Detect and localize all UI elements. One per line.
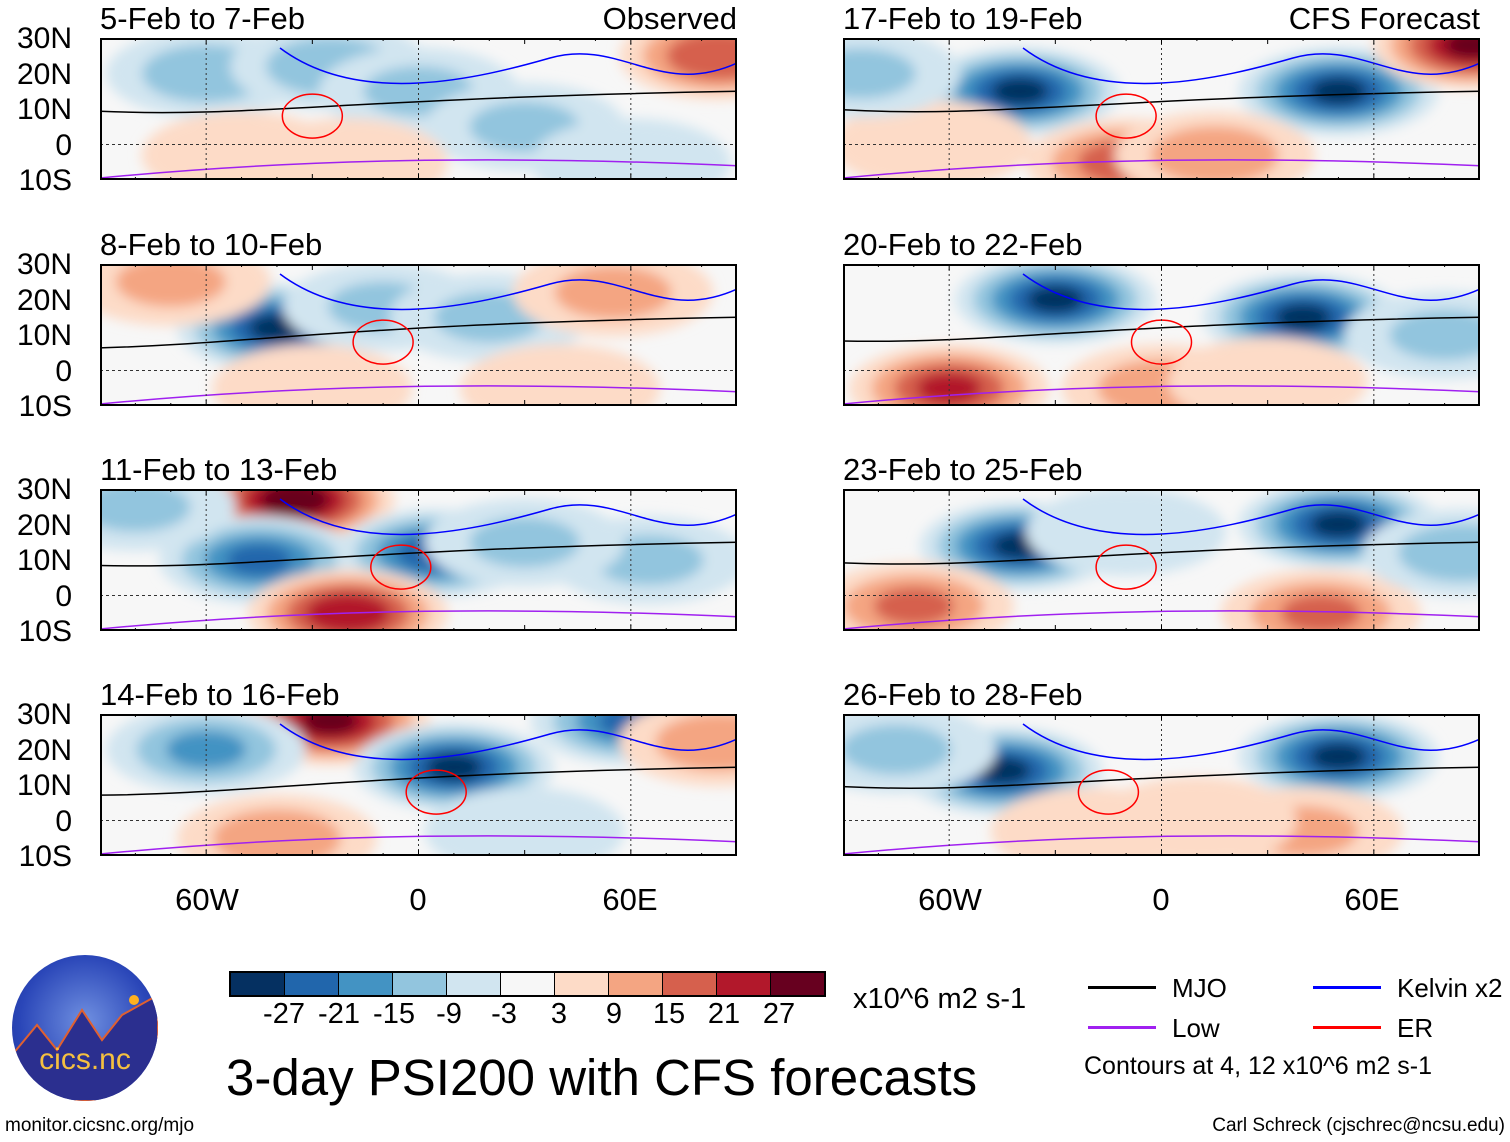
panel-title: 5-Feb to 7-Feb bbox=[100, 3, 305, 34]
map-panel bbox=[843, 714, 1480, 856]
colorbar-label: 3 bbox=[529, 998, 589, 1031]
contour-note: Contours at 4, 12 x10^6 m2 s-1 bbox=[1084, 1052, 1432, 1081]
lat-label: 0 bbox=[2, 807, 72, 837]
lat-label: 20N bbox=[2, 511, 72, 541]
colorbar-swatch bbox=[501, 973, 555, 995]
colorbar-swatch bbox=[231, 973, 285, 995]
logo-text: cics.nc bbox=[12, 1043, 158, 1077]
lat-label: 10S bbox=[2, 166, 72, 196]
colorbar-swatch bbox=[447, 973, 501, 995]
map-panel bbox=[100, 264, 737, 406]
lat-label: 0 bbox=[2, 357, 72, 387]
units-label: x10^6 m2 s-1 bbox=[853, 983, 1026, 1016]
colorbar-swatch bbox=[393, 973, 447, 995]
lon-label: 60E bbox=[1312, 884, 1432, 915]
panel-title: 20-Feb to 22-Feb bbox=[843, 229, 1083, 260]
anomaly-contour bbox=[1310, 78, 1366, 105]
legend-line-low bbox=[1088, 1026, 1156, 1029]
lat-label: 30N bbox=[2, 475, 72, 505]
colorbar-swatch bbox=[555, 973, 609, 995]
lon-label: 60E bbox=[570, 884, 690, 915]
author-credit: Carl Schreck (cjschrec@ncsu.edu) bbox=[1212, 1115, 1505, 1137]
anomaly-contour bbox=[992, 78, 1048, 105]
colorbar-label: -9 bbox=[419, 998, 479, 1031]
panel-title: 26-Feb to 28-Feb bbox=[843, 679, 1083, 710]
anomaly-contour bbox=[874, 587, 954, 624]
anomaly-contour bbox=[1310, 743, 1366, 770]
legend-label: MJO bbox=[1172, 973, 1227, 1004]
legend-line-er bbox=[1313, 1026, 1381, 1029]
map-panel bbox=[843, 264, 1480, 406]
colorbar-swatch bbox=[663, 973, 717, 995]
lat-label: 30N bbox=[2, 24, 72, 54]
lat-label: 10S bbox=[2, 842, 72, 872]
colorbar-label: 27 bbox=[749, 998, 809, 1031]
legend-label: Low bbox=[1172, 1013, 1220, 1044]
colorbar-label: 9 bbox=[584, 998, 644, 1031]
lon-label: 0 bbox=[1101, 884, 1221, 915]
panel-source-tag: Observed bbox=[603, 3, 737, 34]
source-url: monitor.cicsnc.org/mjo bbox=[5, 1115, 194, 1137]
colorbar-label: -27 bbox=[254, 998, 314, 1031]
figure-title: 3-day PSI200 with CFS forecasts bbox=[226, 1048, 977, 1107]
colorbar-label: 21 bbox=[694, 998, 754, 1031]
colorbar-swatch bbox=[609, 973, 663, 995]
lon-label: 60W bbox=[147, 884, 267, 915]
colorbar-label: -15 bbox=[364, 998, 424, 1031]
colorbar-label: 15 bbox=[639, 998, 699, 1031]
colorbar-swatch bbox=[339, 973, 393, 995]
colorbar-swatch bbox=[717, 973, 771, 995]
lat-label: 20N bbox=[2, 60, 72, 90]
anomaly-contour bbox=[1275, 304, 1331, 331]
lat-label: 10N bbox=[2, 546, 72, 576]
figure: 5-Feb to 7-Feb Observed 30N 20N 10N 0 10S 17-Fe… bbox=[0, 0, 1510, 1142]
lat-label: 30N bbox=[2, 250, 72, 280]
colorbar-swatch bbox=[285, 973, 339, 995]
lon-label: 60W bbox=[890, 884, 1010, 915]
lat-label: 0 bbox=[2, 131, 72, 161]
colorbar-swatch bbox=[771, 973, 824, 995]
lat-label: 10N bbox=[2, 771, 72, 801]
legend-label: ER bbox=[1397, 1013, 1433, 1044]
lat-label: 10N bbox=[2, 95, 72, 125]
colorbar-label: -3 bbox=[474, 998, 534, 1031]
legend-line-mjo bbox=[1088, 986, 1156, 989]
map-panel bbox=[100, 714, 737, 856]
map-panel bbox=[843, 38, 1480, 180]
lat-label: 10S bbox=[2, 392, 72, 422]
lat-label: 30N bbox=[2, 700, 72, 730]
panel-title: 8-Feb to 10-Feb bbox=[100, 229, 322, 260]
map-panel bbox=[100, 38, 737, 180]
lat-label: 20N bbox=[2, 736, 72, 766]
colorbar-label: -21 bbox=[309, 998, 369, 1031]
colorbar bbox=[229, 971, 826, 997]
map-panel bbox=[843, 489, 1480, 631]
map-panel bbox=[100, 489, 737, 631]
lat-label: 10N bbox=[2, 321, 72, 351]
lat-label: 10S bbox=[2, 617, 72, 647]
anomaly-contour bbox=[555, 266, 672, 319]
anomaly-contour bbox=[1310, 511, 1366, 538]
legend-line-kelvin bbox=[1313, 986, 1381, 989]
lat-label: 20N bbox=[2, 286, 72, 316]
mountains-icon bbox=[12, 955, 158, 1101]
lon-label: 0 bbox=[358, 884, 478, 915]
panel-source-tag: CFS Forecast bbox=[1289, 3, 1480, 34]
lat-label: 0 bbox=[2, 582, 72, 612]
panel-title: 14-Feb to 16-Feb bbox=[100, 679, 340, 710]
legend-label: Kelvin x2 bbox=[1397, 973, 1503, 1004]
panel-title: 23-Feb to 25-Feb bbox=[843, 454, 1083, 485]
anomaly-contour bbox=[843, 725, 951, 775]
anomaly-contour bbox=[1026, 489, 1226, 576]
panel-title: 17-Feb to 19-Feb bbox=[843, 3, 1083, 34]
cicsnc-logo: cics.nc bbox=[12, 955, 158, 1101]
panel-title: 11-Feb to 13-Feb bbox=[100, 454, 337, 485]
